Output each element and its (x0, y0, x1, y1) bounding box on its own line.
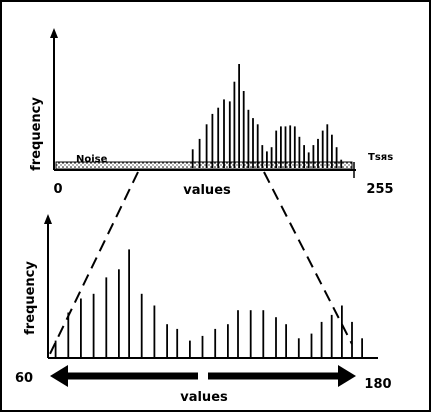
top-y-axis-arrow (50, 28, 58, 38)
top-x-min-label: 0 (53, 182, 62, 197)
bottom-y-axis-arrow (44, 214, 52, 224)
top-histogram: frequency values 0 255 Noise Tѕяs (29, 28, 394, 198)
top-y-label: frequency (29, 97, 44, 171)
range-arrow-right-head (338, 365, 356, 387)
range-arrow-left-head (50, 365, 68, 387)
bottom-histogram: frequency values 60 180 (15, 214, 392, 405)
threshold-label: Tѕяs (368, 152, 393, 163)
range-arrow (50, 365, 356, 387)
zoom-line-left (47, 171, 139, 359)
zoom-line-right (263, 171, 353, 345)
bottom-x-label: values (180, 390, 228, 405)
noise-band (55, 161, 353, 170)
top-bars (191, 64, 343, 168)
noise-label: Noise (76, 154, 108, 165)
top-x-label: values (183, 183, 231, 198)
bottom-x-min-label: 60 (15, 371, 33, 386)
bottom-x-max-label: 180 (364, 377, 391, 392)
bottom-bars (54, 249, 364, 357)
bottom-y-label: frequency (23, 261, 38, 335)
top-x-max-label: 255 (366, 182, 393, 197)
